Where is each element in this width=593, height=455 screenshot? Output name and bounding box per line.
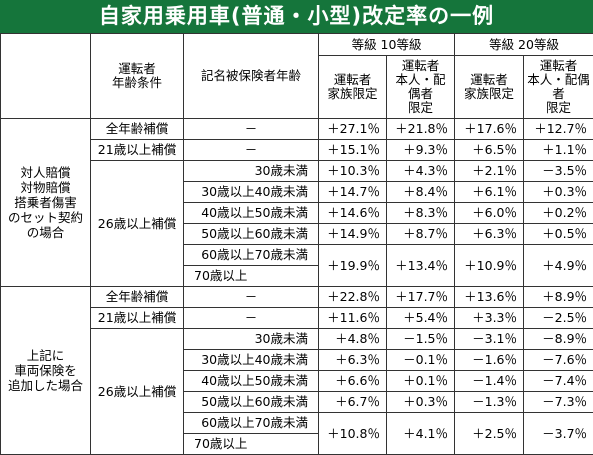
- rate-cell: ＋2.5％: [454, 412, 525, 455]
- header-insured-age: 記名被保険者年齢: [183, 33, 319, 119]
- rate-cell: ＋15.1％: [318, 139, 387, 161]
- rate-cell: ＋22.8％: [318, 286, 387, 308]
- rate-cell: ＋13.6％: [454, 286, 525, 308]
- rate-cell: ＋4.3％: [385, 160, 456, 182]
- rate-cell: ＋3.3％: [454, 307, 525, 329]
- rate-cell: －3.5％: [523, 160, 593, 182]
- rate-cell: ＋9.3％: [385, 139, 456, 161]
- header-family-limited: 運転者 家族限定: [318, 55, 387, 119]
- rate-cell: ＋0.3％: [385, 391, 456, 413]
- rate-cell: ＋10.3％: [318, 160, 387, 182]
- header-grade-10: 等級 10等級: [317, 33, 456, 56]
- header-blank: [0, 33, 91, 119]
- rate-cell: ＋14.7％: [318, 181, 387, 203]
- insured-age: 30歳以上40歳未満: [183, 181, 319, 203]
- rate-cell: ＋10.9％: [454, 244, 525, 287]
- header-grade-20: 等級 20等級: [454, 33, 593, 56]
- rate-cell: ＋27.1％: [318, 118, 387, 140]
- rate-revision-table: 運転者 年齢条件 記名被保険者年齢 等級 10等級 等級 20等級 運転者 家族…: [0, 33, 593, 455]
- rate-cell: ＋6.3％: [318, 349, 387, 371]
- rate-cell: ＋14.6％: [318, 202, 387, 224]
- rate-cell: ＋6.7％: [318, 391, 387, 413]
- rate-cell: ＋0.3％: [523, 181, 593, 203]
- insured-age: 30歳以上40歳未満: [183, 349, 319, 371]
- rate-cell: －0.1％: [385, 349, 456, 371]
- rate-cell: ＋17.7％: [385, 286, 456, 308]
- age-condition: 全年齢補償: [90, 286, 184, 308]
- rate-cell: ＋2.1％: [454, 160, 525, 182]
- insured-age: 40歳以上50歳未満: [183, 202, 319, 224]
- rate-cell: ＋8.7％: [385, 223, 456, 245]
- insured-age: 50歳以上60歳未満: [183, 223, 319, 245]
- rate-cell: ＋6.6％: [318, 370, 387, 392]
- header-driver-age-condition: 運転者 年齢条件: [90, 33, 184, 119]
- insured-age: 60歳以上70歳未満: [183, 244, 319, 266]
- rate-cell: ＋4.9％: [523, 244, 593, 287]
- rate-cell: ＋1.1％: [523, 139, 593, 161]
- section-label: 対人賠償 対物賠償 搭乗者傷害 のセット契約 の場合: [0, 118, 91, 287]
- insured-age: －: [183, 307, 319, 329]
- rate-cell: －1.5％: [385, 328, 456, 350]
- header-self-spouse-limited: 運転者 本人・配偶者 限定: [385, 55, 456, 119]
- age-condition: 21歳以上補償: [90, 139, 184, 161]
- rate-cell: ＋10.8％: [318, 412, 387, 455]
- age-condition: 21歳以上補償: [90, 307, 184, 329]
- rate-cell: ＋8.3％: [385, 202, 456, 224]
- rate-cell: ＋6.3％: [454, 223, 525, 245]
- rate-cell: ＋4.1％: [385, 412, 456, 455]
- rate-cell: －7.4％: [523, 370, 593, 392]
- rate-cell: ＋17.6％: [454, 118, 525, 140]
- rate-cell: ＋14.9％: [318, 223, 387, 245]
- rate-cell: －1.4％: [454, 370, 525, 392]
- rate-cell: ＋6.1％: [454, 181, 525, 203]
- rate-cell: ＋6.5％: [454, 139, 525, 161]
- rate-cell: －2.5％: [523, 307, 593, 329]
- rate-cell: ＋13.4％: [385, 244, 456, 287]
- header-self-spouse-limited: 運転者 本人・配偶者 限定: [523, 55, 593, 119]
- rate-cell: ＋4.8％: [318, 328, 387, 350]
- rate-cell: －7.6％: [523, 349, 593, 371]
- rate-cell: －1.3％: [454, 391, 525, 413]
- rate-cell: －3.7％: [523, 412, 593, 455]
- rate-cell: －7.3％: [523, 391, 593, 413]
- age-condition: 全年齢補償: [90, 118, 184, 140]
- insured-age: －: [183, 139, 319, 161]
- insured-age: 70歳以上: [183, 433, 319, 455]
- rate-cell: －3.1％: [454, 328, 525, 350]
- insured-age: －: [183, 286, 319, 308]
- age-condition: 26歳以上補償: [90, 328, 184, 455]
- rate-cell: ＋5.4％: [385, 307, 456, 329]
- insured-age: 50歳以上60歳未満: [183, 391, 319, 413]
- rate-cell: －8.9％: [523, 328, 593, 350]
- rate-cell: ＋0.5％: [523, 223, 593, 245]
- rate-cell: ＋0.1％: [385, 370, 456, 392]
- age-condition: 26歳以上補償: [90, 160, 184, 287]
- rate-cell: ＋6.0％: [454, 202, 525, 224]
- insured-age: －: [183, 118, 319, 140]
- rate-cell: ＋11.6％: [318, 307, 387, 329]
- rate-cell: －1.6％: [454, 349, 525, 371]
- insured-age: 40歳以上50歳未満: [183, 370, 319, 392]
- rate-cell: ＋8.4％: [385, 181, 456, 203]
- section-label: 上記に 車両保険を 追加した場合: [0, 286, 91, 455]
- insured-age: 70歳以上: [183, 265, 319, 287]
- rate-cell: ＋19.9％: [318, 244, 387, 287]
- header-family-limited: 運転者 家族限定: [454, 55, 525, 119]
- rate-cell: ＋21.8％: [385, 118, 456, 140]
- rate-cell: ＋0.2％: [523, 202, 593, 224]
- rate-cell: ＋8.9％: [523, 286, 593, 308]
- insured-age: 60歳以上70歳未満: [183, 412, 319, 434]
- insured-age: 30歳未満: [183, 160, 319, 182]
- page-title: 自家用乗用車(普通・小型)改定率の一例: [0, 0, 593, 33]
- rate-cell: ＋12.7％: [523, 118, 593, 140]
- insured-age: 30歳未満: [183, 328, 319, 350]
